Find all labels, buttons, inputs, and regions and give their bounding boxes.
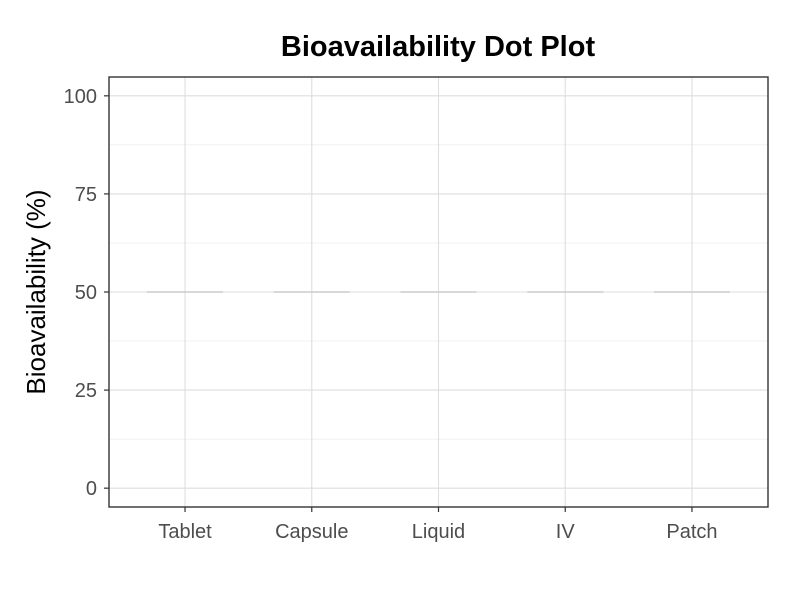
y-axis-ticks: 0 25 50 75 100 (64, 86, 109, 500)
y-tick-label: 100 (64, 86, 97, 108)
x-tick-label: Patch (666, 521, 717, 543)
y-tick-label: 75 (75, 184, 97, 206)
y-tick-label: 0 (86, 478, 97, 500)
x-tick-label: IV (556, 521, 576, 543)
x-tick-label: Tablet (158, 521, 212, 543)
x-tick-label: Capsule (275, 521, 348, 543)
chart-title: Bioavailability Dot Plot (281, 31, 596, 63)
x-tick-label: Liquid (412, 521, 465, 543)
x-axis-ticks: Tablet Capsule Liquid IV Patch (158, 507, 718, 543)
y-tick-label: 50 (75, 282, 97, 304)
y-axis-title: Bioavailability (%) (21, 189, 51, 394)
y-tick-label: 25 (75, 380, 97, 402)
